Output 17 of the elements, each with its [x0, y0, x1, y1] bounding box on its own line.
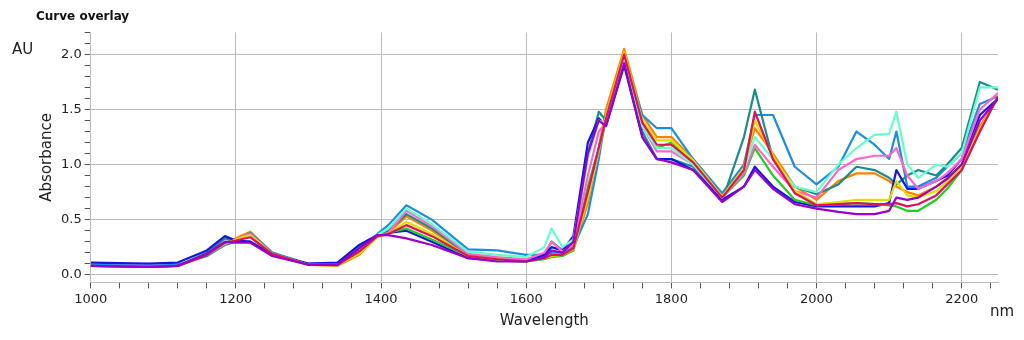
x-tick-label: 1800: [654, 290, 688, 306]
y-tick-label: 2.0: [60, 45, 82, 61]
y-tick-label: 0.0: [60, 266, 82, 282]
chart-title: Curve overlay: [36, 9, 130, 24]
y-tick-label: 1.5: [60, 100, 82, 116]
y-tick-label: 0.5: [60, 211, 82, 226]
x-tick-label: 1600: [509, 290, 543, 306]
x-tick-label: 2000: [799, 290, 834, 306]
y-tick-label: 1.0: [60, 155, 82, 171]
x-axis-title: Wavelength: [499, 310, 589, 329]
x-tick-label: 1400: [364, 290, 398, 306]
x-tick-label: 1000: [74, 290, 108, 306]
y-axis-title: Absorbance: [36, 113, 55, 202]
text: nm: [989, 301, 1014, 320]
x-tick-label: 2200: [945, 290, 979, 306]
text: AU: [12, 39, 34, 58]
x-tick-label: 1200: [219, 290, 253, 306]
